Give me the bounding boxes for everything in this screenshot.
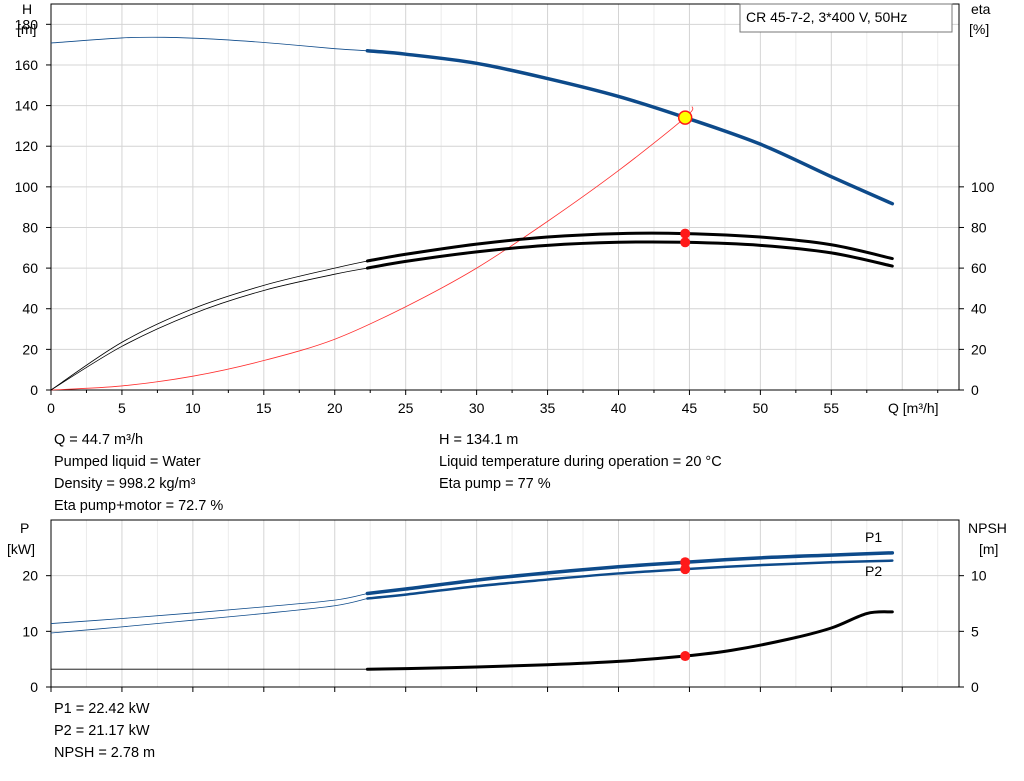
p1-curve [365,551,895,596]
y2-tick-label: 40 [971,301,987,317]
x-tick-label: 5 [118,400,126,416]
y-axis-label: P [20,520,29,536]
x-tick-label: 20 [327,400,343,416]
y-tick-label: 60 [22,260,38,276]
eta-pump-curve-thin [50,260,368,391]
plot-frame [50,519,960,688]
npsh-curve [365,610,894,671]
eta-pump-motor-curve-thin [50,267,368,391]
y-tick-label: 160 [15,57,39,73]
y-tick-label: 100 [15,179,39,195]
y-axis-unit: [m] [17,21,36,37]
pumped-liquid-value: Pumped liquid = Water [54,454,201,470]
y2-tick-label: 60 [971,260,987,276]
y2-axis-unit: [m] [979,541,998,557]
power-npsh-chart: 0 10 20 0 5 10 P [kW] NPSH [m] P1 P2 [7,519,1007,695]
duty-info-right: H = 134.1 m Liquid temperature during op… [439,429,722,495]
x-tick-label: 10 [185,400,201,416]
y-tick-label: 20 [22,341,38,357]
x-tick-label: 15 [256,400,272,416]
operating-point-marker [680,651,691,662]
p1-series-label: P1 [865,529,882,545]
y-tick-label: 40 [22,301,38,317]
x-tick-label: 55 [824,400,840,416]
chart-title-box [739,3,953,33]
power-info: P1 = 22.42 kW P2 = 21.17 kW NPSH = 2.78 … [54,698,155,764]
eta-pump-motor-value: Eta pump+motor = 72.7 % [54,498,224,514]
operating-point-marker [680,557,691,568]
operating-point-marker [680,564,691,575]
head-curve-thin [50,36,368,52]
operating-point-marker [680,237,691,248]
density-value: Density = 998.2 kg/m³ [54,476,196,492]
x-tick-label: 40 [611,400,627,416]
y2-tick-label: 5 [971,623,979,639]
plot-area [50,3,960,391]
y-tick-label: 20 [22,568,38,584]
y2-tick-label: 10 [971,568,987,584]
plot-frame [50,3,960,391]
y2-tick-label: 0 [971,382,979,398]
y2-axis-unit: [%] [969,21,989,37]
y-axis-label: H [22,1,32,17]
plot-area [50,519,960,688]
duty-point-marker [677,110,693,125]
y2-axis-label: NPSH [968,520,1007,536]
y2-tick-label: 100 [971,179,995,195]
head-value: H = 134.1 m [439,432,519,448]
x-tick-label: 30 [469,400,485,416]
system-curve [50,106,694,391]
x-tick-label: 50 [753,400,769,416]
eta-pump-value: Eta pump = 77 % [439,476,551,492]
y2-tick-label: 20 [971,341,987,357]
head-efficiency-chart: 0 5 10 15 20 25 30 35 40 45 50 55 Q [m³/h] 0 20 40 60 80 1… [15,1,995,416]
y-tick-label: 140 [15,98,39,114]
y-tick-label: 180 [15,16,39,32]
eta-pump-motor-curve [365,240,894,270]
flow-value: Q = 44.7 m³/h [54,432,144,448]
x-tick-label: 25 [398,400,414,416]
y-tick-label: 10 [22,623,38,639]
y-tick-label: 0 [30,679,38,695]
eta-pump-curve [365,231,894,263]
npsh-value: NPSH = 2.78 m [54,745,156,761]
p2-curve-thin [50,598,368,634]
liquid-temperature-value: Liquid temperature during operation = 20… [439,454,722,470]
duty-info-left: Q = 44.7 m³/h Pumped liquid = Water Dens… [54,429,223,517]
y-axis-unit: [kW] [7,541,35,557]
operating-point-marker [680,228,691,239]
p2-series-label: P2 [865,563,882,579]
x-axis-label: Q [m³/h] [888,400,939,416]
p2-curve [366,559,894,600]
p1-curve-thin [50,593,368,624]
y-tick-label: 120 [15,138,39,154]
y2-axis-label: eta [971,1,991,17]
x-tick-label: 45 [682,400,698,416]
x-tick-label: 0 [47,400,55,416]
x-tick-label: 35 [540,400,556,416]
y-tick-label: 0 [30,382,38,398]
y2-tick-label: 0 [971,679,979,695]
y2-tick-label: 80 [971,219,987,235]
head-curve [365,48,895,206]
p2-value: P2 = 21.17 kW [54,723,150,739]
p1-value: P1 = 22.42 kW [54,701,150,717]
y-tick-label: 80 [22,219,38,235]
chart-title: CR 45-7-2, 3*400 V, 50Hz [746,9,907,25]
